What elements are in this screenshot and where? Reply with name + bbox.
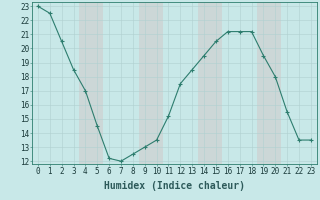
Bar xyxy=(151,2,163,164)
Bar xyxy=(91,2,103,164)
Bar xyxy=(139,2,151,164)
X-axis label: Humidex (Indice chaleur): Humidex (Indice chaleur) xyxy=(104,181,245,191)
Bar xyxy=(79,2,91,164)
Bar xyxy=(269,2,281,164)
Bar xyxy=(258,2,269,164)
Bar xyxy=(198,2,210,164)
Bar xyxy=(210,2,222,164)
